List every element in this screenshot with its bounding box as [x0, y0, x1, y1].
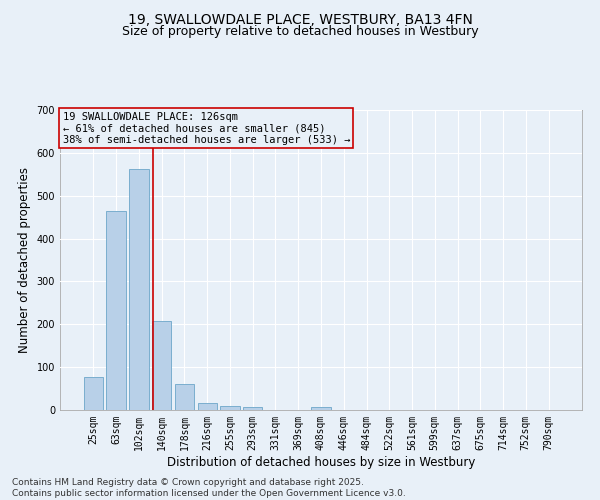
Bar [243, 406, 262, 410]
Bar [175, 384, 194, 410]
Bar [220, 406, 239, 410]
Bar [311, 406, 331, 410]
Y-axis label: Number of detached properties: Number of detached properties [18, 167, 31, 353]
Text: Contains HM Land Registry data © Crown copyright and database right 2025.
Contai: Contains HM Land Registry data © Crown c… [12, 478, 406, 498]
Bar [129, 169, 149, 410]
Text: Size of property relative to detached houses in Westbury: Size of property relative to detached ho… [122, 25, 478, 38]
Bar [84, 376, 103, 410]
Text: 19 SWALLOWDALE PLACE: 126sqm
← 61% of detached houses are smaller (845)
38% of s: 19 SWALLOWDALE PLACE: 126sqm ← 61% of de… [62, 112, 350, 144]
Bar [197, 402, 217, 410]
Text: 19, SWALLOWDALE PLACE, WESTBURY, BA13 4FN: 19, SWALLOWDALE PLACE, WESTBURY, BA13 4F… [128, 12, 472, 26]
Bar [152, 322, 172, 410]
X-axis label: Distribution of detached houses by size in Westbury: Distribution of detached houses by size … [167, 456, 475, 468]
Bar [106, 210, 126, 410]
